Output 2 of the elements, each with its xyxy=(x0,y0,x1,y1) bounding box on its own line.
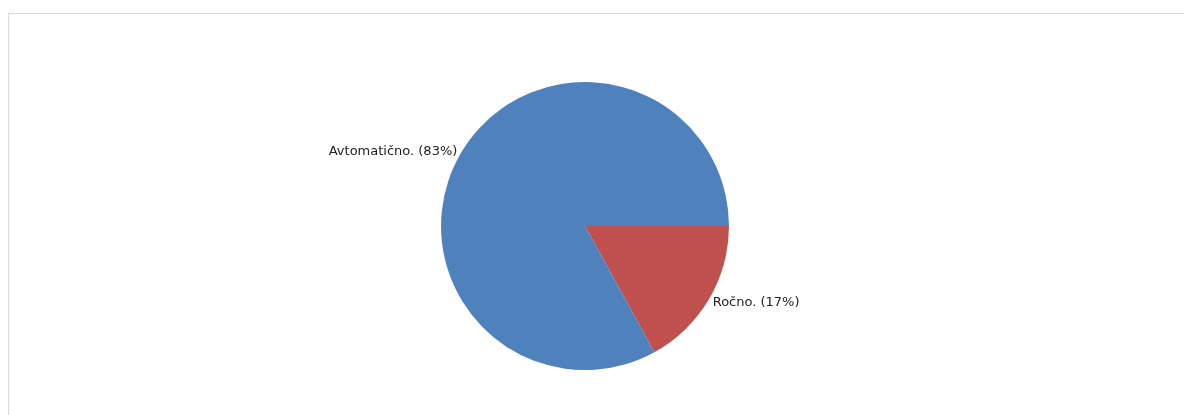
slice-label: Avtomatično. (83%) xyxy=(328,143,458,159)
slice-label: Ročno. (17%) xyxy=(712,293,800,309)
